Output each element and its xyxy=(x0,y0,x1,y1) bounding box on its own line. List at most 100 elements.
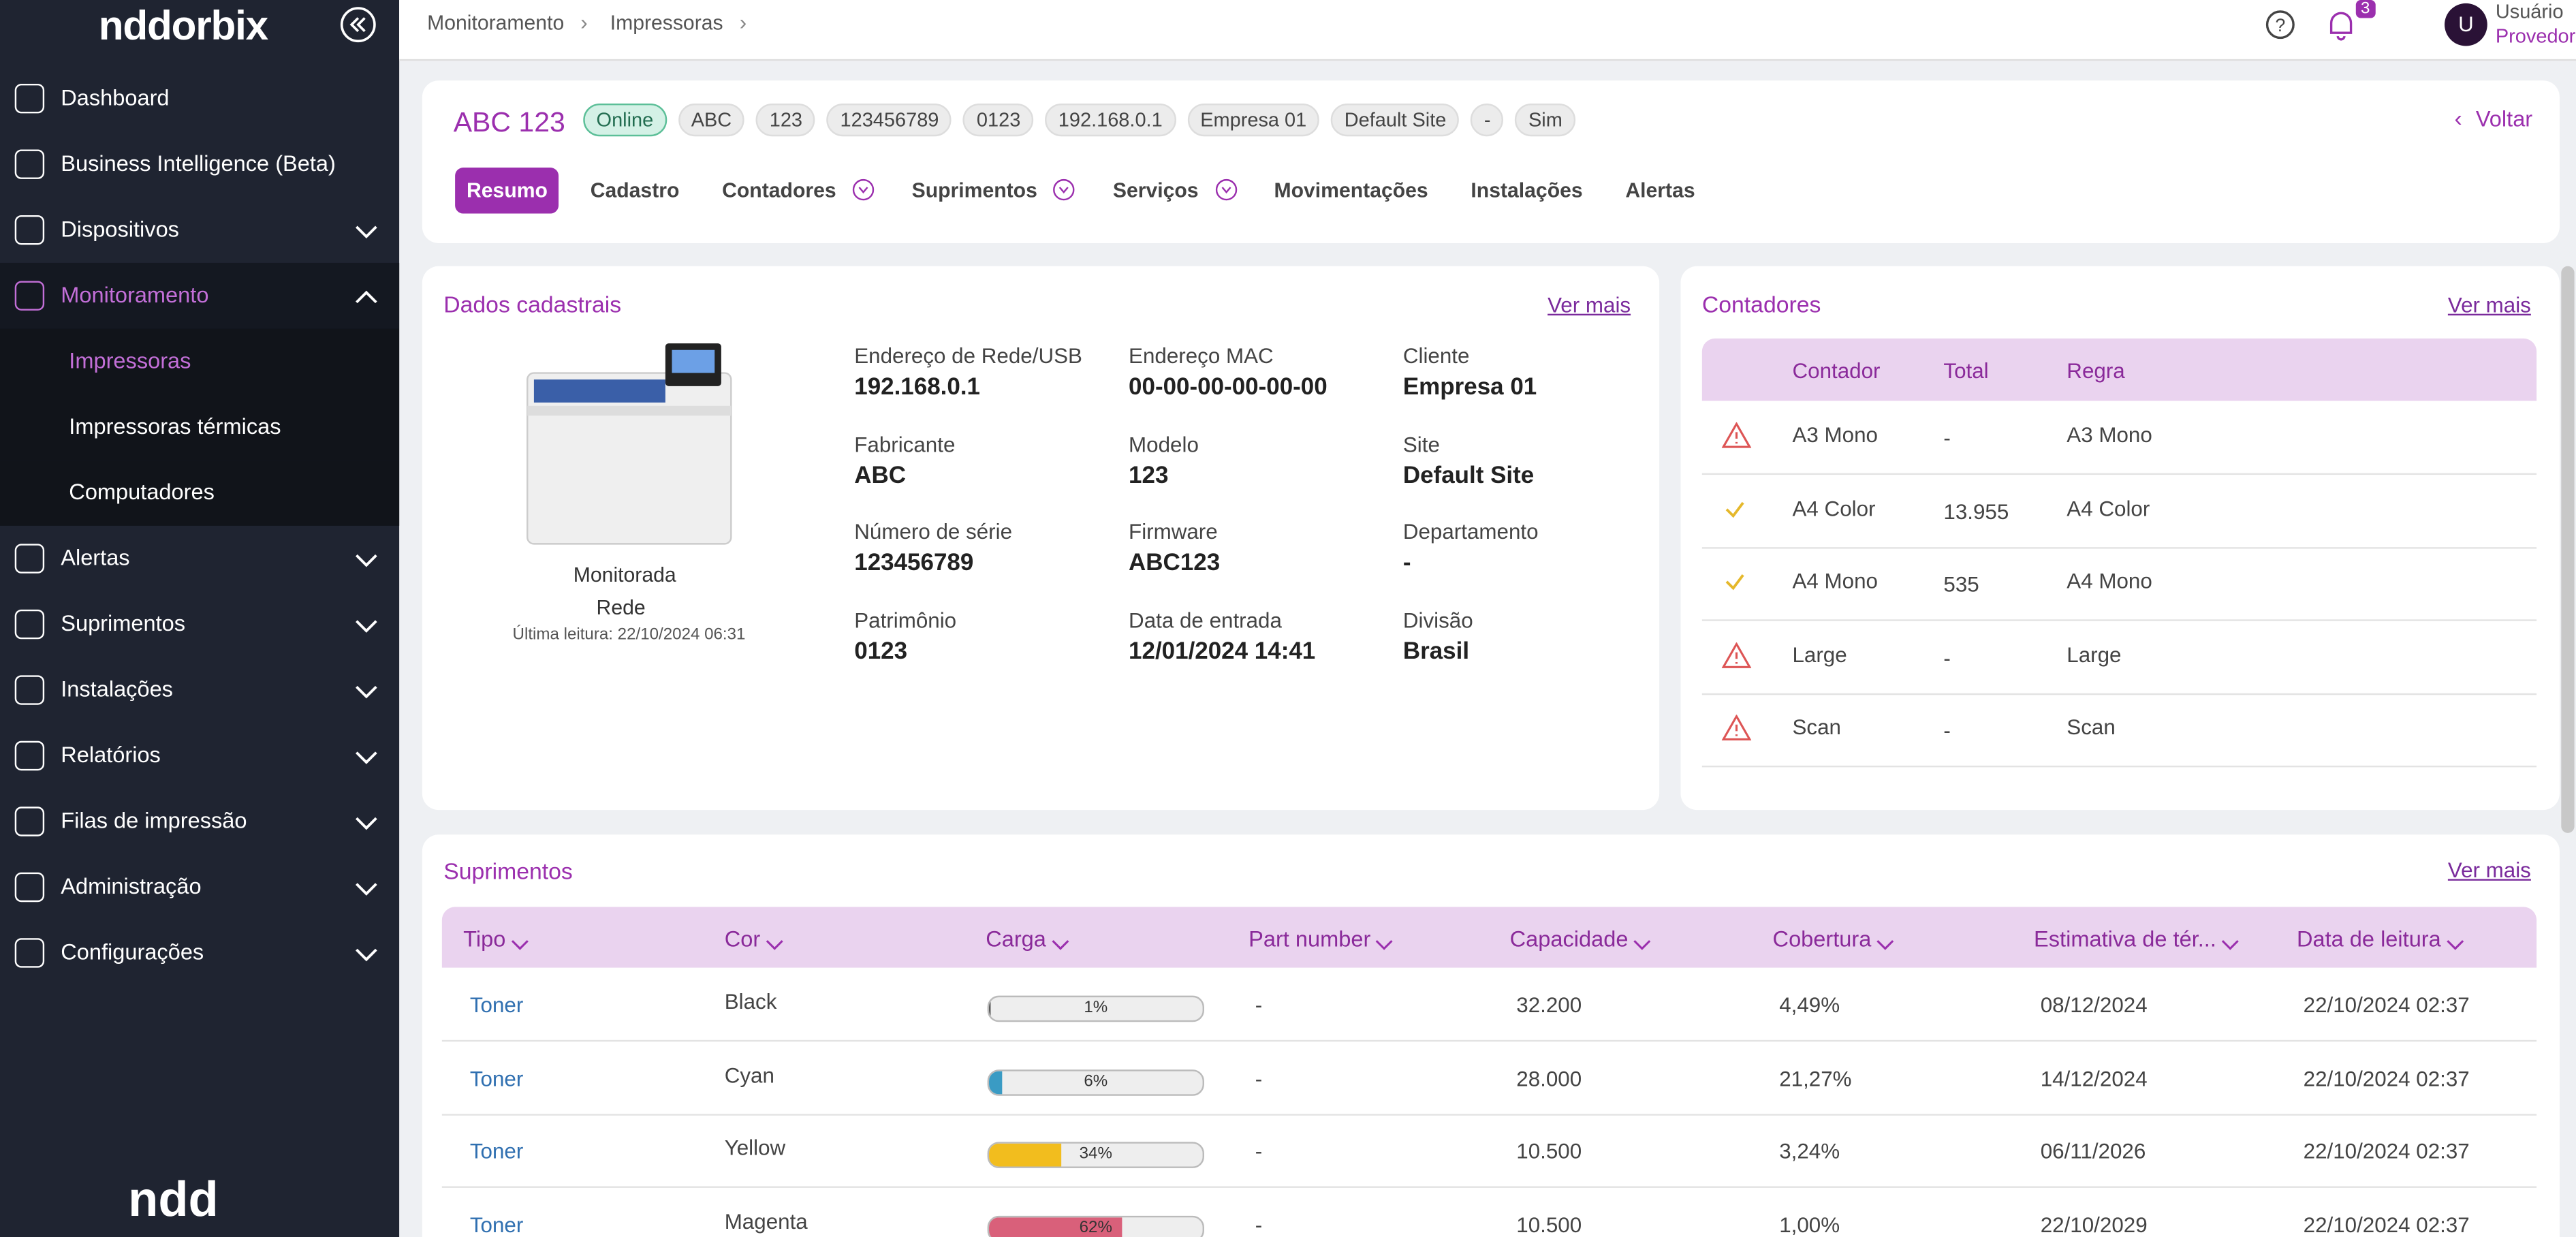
table-cell: 10.500 xyxy=(1516,1138,1582,1163)
table-cell: A4 Mono xyxy=(1792,568,1879,593)
status-icon xyxy=(1722,569,1748,600)
table-cell: - xyxy=(1255,1065,1263,1091)
column-header: Contador xyxy=(1792,358,1881,383)
tab[interactable]: Suprimentos xyxy=(911,178,1037,202)
table-cell: 1,00% xyxy=(1779,1211,1840,1237)
scrollbar xyxy=(2561,266,2575,833)
column-header[interactable]: Cobertura xyxy=(1772,926,1872,952)
table-cell: Large xyxy=(1792,641,1847,667)
column-header[interactable]: Cor xyxy=(724,926,761,952)
table-cell: Magenta xyxy=(724,1208,808,1234)
column-header[interactable]: Part number xyxy=(1248,926,1371,952)
see-more-link[interactable]: Ver mais xyxy=(2447,292,2531,317)
field-label: Data de entrada xyxy=(1129,607,1282,632)
table-cell: A4 Color xyxy=(2067,495,2150,520)
device-title: ABC 123 xyxy=(453,106,565,138)
topbar: Monitoramento › Impressoras ›? 3 U Usuário Prov… xyxy=(399,0,2576,61)
menu-item[interactable]: Filas de impressão xyxy=(0,789,399,854)
tab[interactable]: Alertas xyxy=(1625,178,1695,202)
breadcrumb-item[interactable]: Impressoras xyxy=(610,11,723,35)
column-header[interactable]: Capacidade xyxy=(1509,926,1629,952)
field-value: ABC xyxy=(854,462,907,489)
field-label: Modelo xyxy=(1129,431,1199,456)
menu-item[interactable]: Monitoramento xyxy=(0,262,400,329)
table-cell: 10.500 xyxy=(1516,1211,1582,1237)
table-cell: 32.200 xyxy=(1516,992,1582,1018)
menu-label: Instalações xyxy=(61,676,173,702)
table-row xyxy=(1701,693,2537,768)
table-cell: 08/12/2024 xyxy=(2040,992,2148,1018)
menu-item[interactable]: Configurações xyxy=(0,920,399,986)
tab[interactable]: Contadores xyxy=(722,178,836,202)
notification-icon[interactable] xyxy=(2326,10,2355,47)
menu-item[interactable]: Dispositivos xyxy=(0,197,399,262)
submenu-item[interactable]: Impressoras xyxy=(0,328,400,394)
table-cell: Black xyxy=(724,989,777,1014)
menu-icon xyxy=(14,807,45,836)
menu-item[interactable]: Dashboard xyxy=(0,65,399,131)
submenu-item[interactable]: Impressoras térmicas xyxy=(0,394,400,460)
table-cell: 13.955 xyxy=(1943,499,2009,524)
info-tag: ABC xyxy=(678,103,745,137)
field-value: 192.168.0.1 xyxy=(854,374,981,401)
table-cell: A3 Mono xyxy=(1792,422,1879,448)
section-title: Dados cadastrais xyxy=(443,290,622,317)
menu-item[interactable]: Administração xyxy=(0,854,399,920)
table-cell: 22/10/2024 02:37 xyxy=(2303,1065,2470,1091)
connection: Rede xyxy=(596,596,646,620)
tab[interactable]: Movimentações xyxy=(1274,178,1428,202)
load-label: 62% xyxy=(1079,1218,1112,1237)
tab[interactable]: Cadastro xyxy=(590,178,680,202)
table-row xyxy=(1701,547,2537,621)
table-cell: 06/11/2026 xyxy=(2040,1138,2146,1163)
status-icon xyxy=(1722,495,1748,527)
menu-label: Filas de impressão xyxy=(61,808,247,833)
submenu-item[interactable]: Computadores xyxy=(0,460,400,526)
supply-link[interactable]: Toner xyxy=(469,1211,524,1237)
tab[interactable]: Resumo xyxy=(455,168,559,214)
menu-item[interactable]: Instalações xyxy=(0,657,399,723)
sort-icon xyxy=(1376,932,1394,956)
table-row xyxy=(1701,401,2537,475)
menu-label: Relatórios xyxy=(61,742,161,768)
help-icon[interactable]: ? xyxy=(2265,10,2295,44)
back-link[interactable]: Voltar xyxy=(2475,106,2533,131)
tab[interactable]: Instalações xyxy=(1471,178,1583,202)
logo: nddorbix xyxy=(98,3,268,50)
column-header[interactable]: Carga xyxy=(986,926,1046,952)
table-cell: - xyxy=(1943,644,1951,670)
column-header[interactable]: Estimativa de tér... xyxy=(2034,926,2216,952)
svg-text:?: ? xyxy=(2275,15,2285,35)
table-cell: Scan xyxy=(1792,715,1841,740)
menu-chevron xyxy=(355,549,378,574)
menu-item[interactable]: Alertas xyxy=(0,526,399,591)
info-tag: Default Site xyxy=(1331,103,1460,137)
column-header[interactable]: Tipo xyxy=(463,926,506,952)
field-label: Divisão xyxy=(1402,607,1473,632)
column-header[interactable]: Data de leitura xyxy=(2296,926,2441,952)
field-label: Número de série xyxy=(854,519,1013,544)
menu-icon xyxy=(14,740,45,771)
load-fill xyxy=(989,1070,1002,1094)
menu-item[interactable]: Suprimentos xyxy=(0,591,399,657)
supply-link[interactable]: Toner xyxy=(469,1065,524,1091)
load-bar: 6% xyxy=(987,1069,1204,1095)
menu-label: Alertas xyxy=(61,545,130,570)
see-more-link[interactable]: Ver mais xyxy=(2447,858,2531,883)
menu-item[interactable]: Relatórios xyxy=(0,723,399,788)
field-value: 00-00-00-00-00-00 xyxy=(1129,374,1328,401)
menu-item[interactable]: Business Intelligence (Beta) xyxy=(0,131,399,197)
status-icon xyxy=(1721,714,1752,746)
table-cell: Yellow xyxy=(724,1135,786,1160)
breadcrumb-item[interactable]: Monitoramento xyxy=(427,11,565,35)
submenu-label: Impressoras xyxy=(69,348,191,373)
tab[interactable]: Serviços xyxy=(1112,178,1199,202)
load-label: 34% xyxy=(1079,1145,1112,1163)
tab-dropdown-icon xyxy=(1053,178,1075,201)
collapse-button[interactable] xyxy=(340,7,376,43)
see-more-link[interactable]: Ver mais xyxy=(1548,292,1631,317)
supply-link[interactable]: Toner xyxy=(469,1138,524,1163)
menu-chevron xyxy=(355,877,378,902)
supply-link[interactable]: Toner xyxy=(469,992,524,1018)
table-cell: 22/10/2024 02:37 xyxy=(2303,992,2470,1018)
